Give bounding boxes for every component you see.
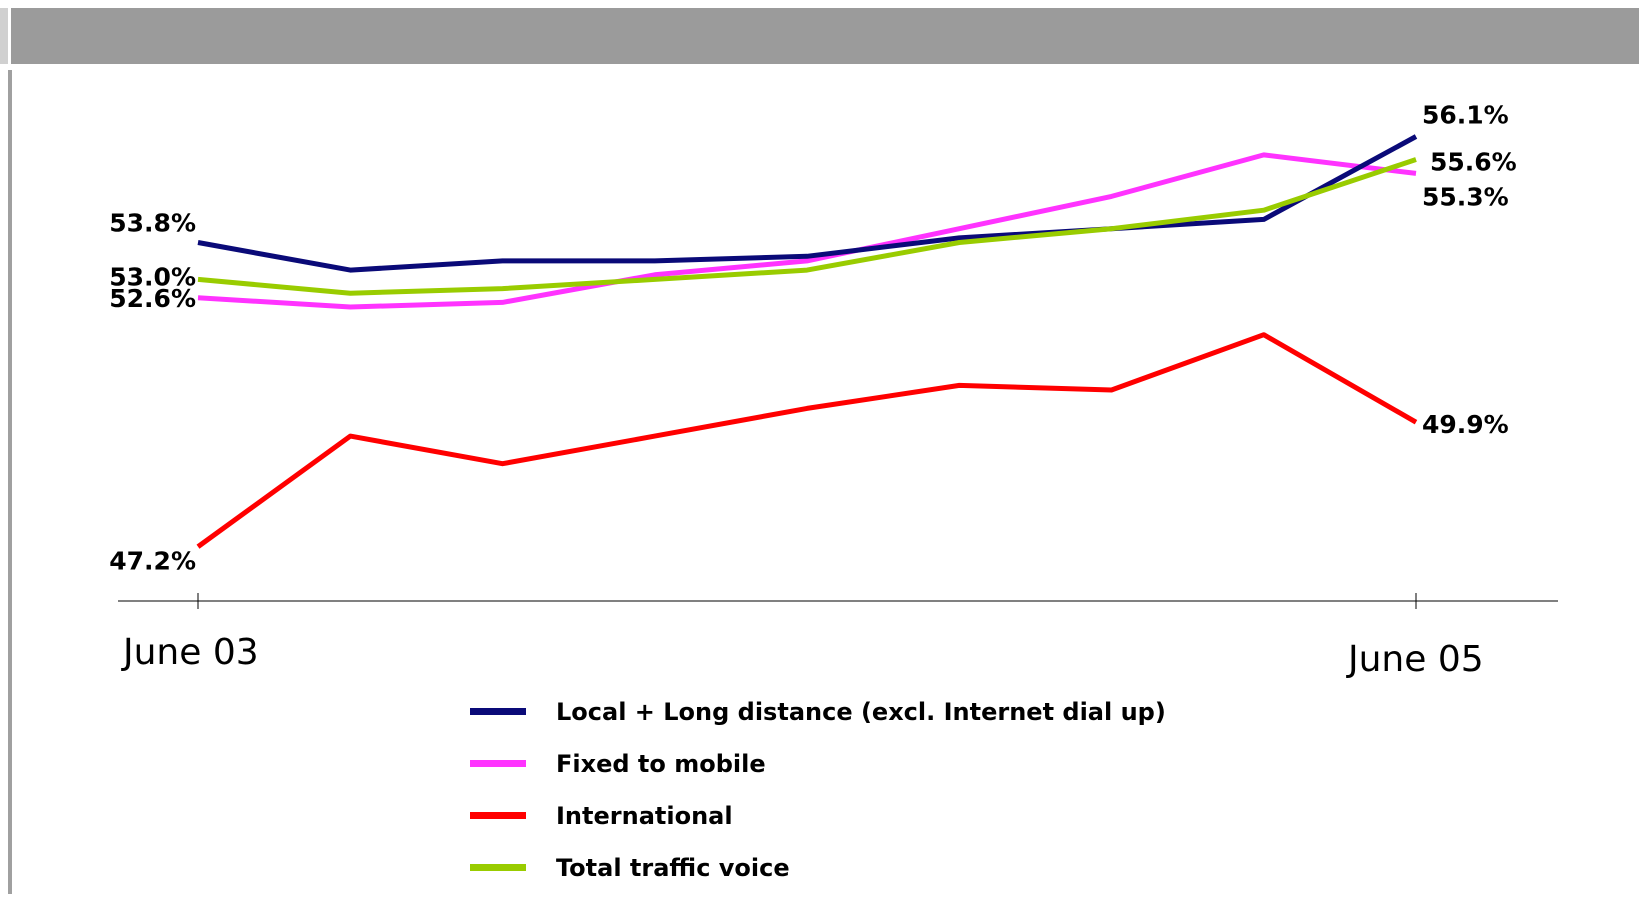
data-label: 55.3% xyxy=(1422,182,1509,211)
legend-swatch xyxy=(470,812,526,819)
legend-label: Total traffic voice xyxy=(556,854,790,882)
series-line xyxy=(196,332,1418,549)
header-divider xyxy=(8,8,11,64)
legend-label: International xyxy=(556,802,733,830)
legend-swatch xyxy=(470,864,526,871)
header-bar xyxy=(0,8,1639,64)
legend-label: Local + Long distance (excl. Internet di… xyxy=(556,698,1166,726)
data-label: 55.6% xyxy=(1430,148,1517,177)
data-label: 52.6% xyxy=(109,284,196,313)
series-line xyxy=(197,157,1417,296)
series-line xyxy=(197,134,1418,273)
header-notch xyxy=(0,8,8,64)
data-label: 53.0% xyxy=(109,262,196,291)
left-rule xyxy=(8,70,12,894)
x-tick-label: June 05 xyxy=(1346,639,1484,680)
x-tick-label: June 03 xyxy=(121,632,259,673)
data-label: 47.2% xyxy=(109,547,196,576)
series-line xyxy=(197,152,1417,310)
legend-swatch xyxy=(470,760,526,767)
data-label: 53.8% xyxy=(109,208,196,237)
data-label: 56.1% xyxy=(1422,100,1509,129)
legend-label: Fixed to mobile xyxy=(556,750,766,778)
legend-swatch xyxy=(470,708,526,715)
data-label: 49.9% xyxy=(1422,410,1509,439)
